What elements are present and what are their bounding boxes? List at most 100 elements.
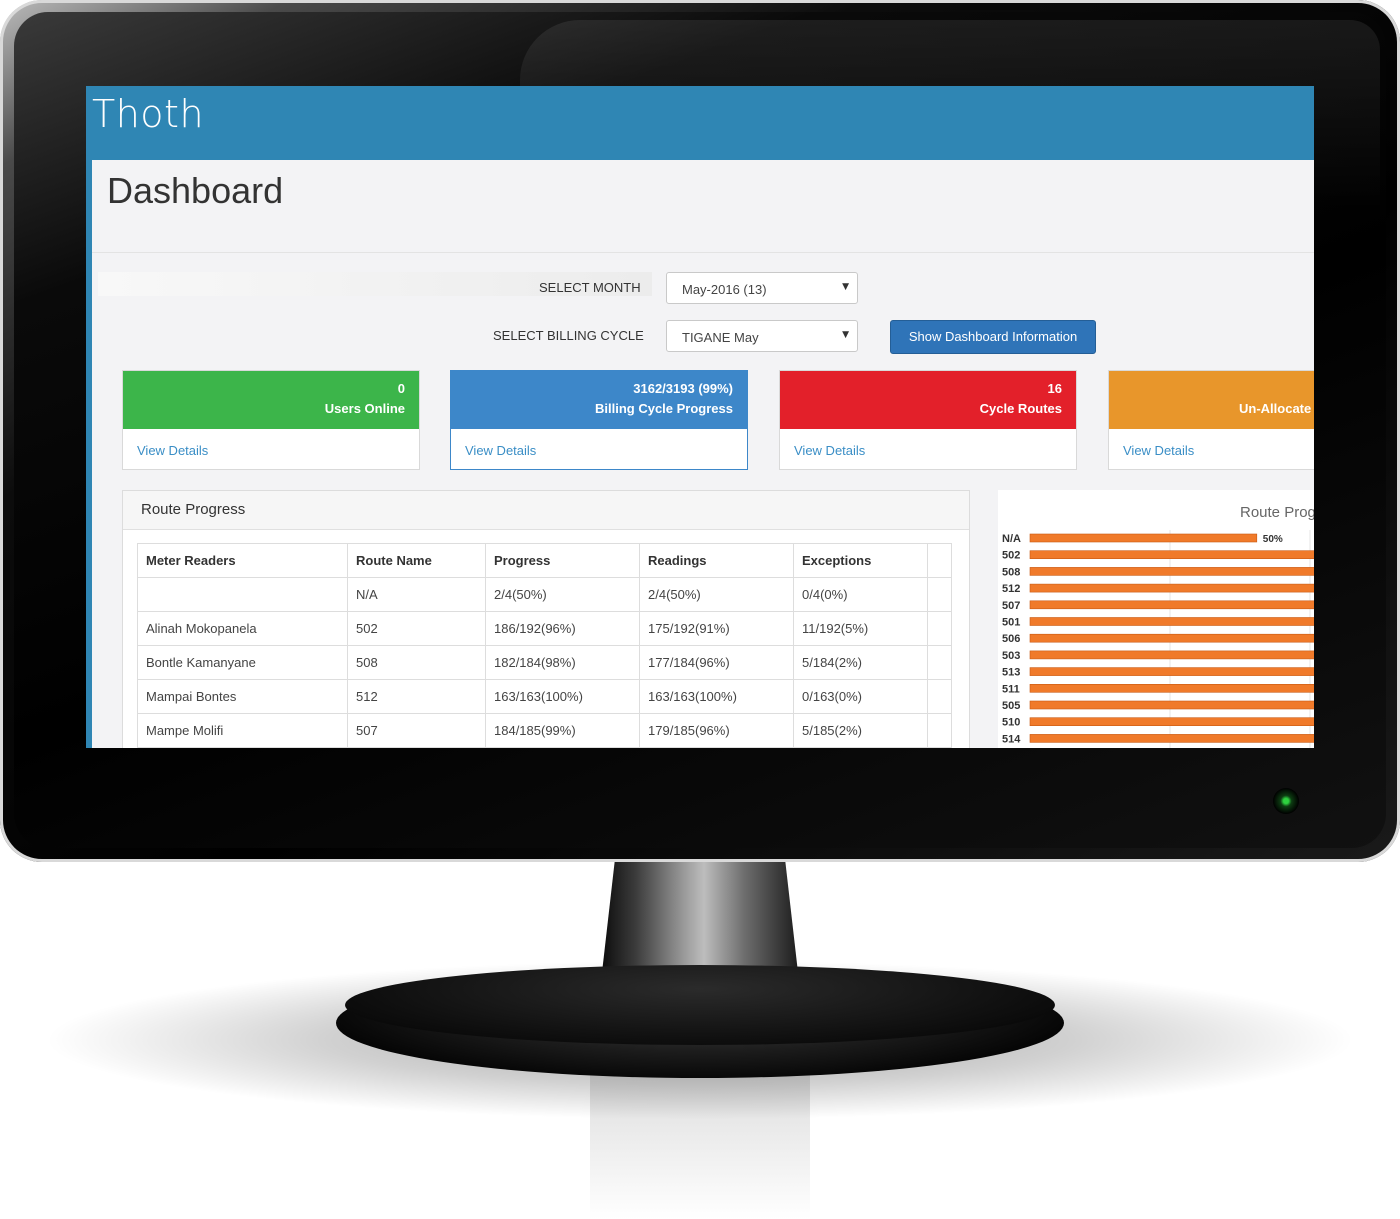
table-cell: 179/185(96%)	[639, 713, 794, 748]
chart-bar[interactable]	[1029, 717, 1314, 726]
scroll-gutter	[927, 611, 952, 646]
chart-category-label: 512	[1002, 583, 1020, 595]
table-cell: 182/184(98%)	[485, 645, 640, 680]
chart-title: Route Prog	[1240, 504, 1314, 521]
month-label-strip	[98, 272, 652, 296]
month-select[interactable]: May-2016 (13) ▼	[666, 272, 858, 304]
table-cell: N/A	[347, 577, 486, 612]
table-row[interactable]: Alinah Mokopanela 502 186/192(96%) 175/1…	[137, 611, 952, 646]
table-cell: 502	[347, 611, 486, 646]
table-cell: 5/184(2%)	[793, 645, 928, 680]
chart-category-label: 507	[1002, 600, 1020, 612]
scroll-gutter	[927, 577, 952, 612]
table-cell: 11/192(5%)	[793, 611, 928, 646]
card-header: 0 Users Online	[123, 371, 419, 429]
chart-bar[interactable]	[1029, 650, 1314, 660]
column-header[interactable]: Meter Readers	[137, 543, 348, 578]
table-row[interactable]: N/A 2/4(50%) 2/4(50%) 0/4(0%)	[137, 577, 952, 612]
chart-bar[interactable]	[1029, 567, 1314, 576]
title-divider	[92, 252, 1314, 253]
chart-bar[interactable]	[1029, 700, 1314, 710]
chart-category-label: N/A	[1002, 533, 1021, 545]
select-billing-cycle-label: SELECT BILLING CYCLE	[493, 328, 644, 343]
card-label: Billing Cycle Progress	[595, 401, 733, 416]
chart-category-label: 511	[1002, 683, 1020, 695]
table-cell: 508	[347, 645, 486, 680]
chart-bar[interactable]	[1029, 533, 1258, 543]
chart-category-label: 501	[1002, 617, 1020, 629]
view-details-link[interactable]: View Details	[794, 443, 866, 458]
card-value: 16	[1047, 381, 1062, 396]
view-details-link[interactable]: View Details	[465, 443, 537, 458]
billing-cycle-progress-card: 3162/3193 (99%) Billing Cycle Progress V…	[450, 370, 748, 470]
un-allocated-card: Un-Allocate View Details	[1108, 370, 1314, 470]
view-details-link[interactable]: View Details	[1123, 443, 1195, 458]
left-rail	[86, 160, 92, 748]
route-progress-panel: Route Progress Meter Readers Route Name …	[122, 490, 970, 748]
scroll-gutter	[927, 713, 952, 748]
chart-bar[interactable]	[1029, 600, 1314, 610]
scroll-gutter	[927, 645, 952, 680]
table-cell: 512	[347, 679, 486, 714]
chart-category-label: 508	[1002, 566, 1020, 578]
view-details-link[interactable]: View Details	[137, 443, 209, 458]
screen: Thoth Dashboard SELECT MONTH May-2016 (1…	[86, 86, 1314, 748]
app-title[interactable]: Thoth	[92, 92, 205, 136]
scroll-gutter	[927, 543, 952, 578]
chart-data-label: 50%	[1263, 534, 1283, 545]
select-month-label: SELECT MONTH	[539, 280, 641, 295]
month-select-value: May-2016 (13)	[682, 282, 767, 297]
table-cell: 177/184(96%)	[639, 645, 794, 680]
card-label: Cycle Routes	[979, 401, 1062, 416]
table-row[interactable]: Mampe Molifi 507 184/185(99%) 179/185(96…	[137, 713, 952, 748]
scroll-gutter	[927, 679, 952, 714]
route-progress-chart-panel: Route Prog N/A 50% 502 508 512 507 501 506 503 51…	[998, 490, 1314, 748]
table-cell: 2/4(50%)	[639, 577, 794, 612]
table-cell: Mampe Molifi	[137, 713, 348, 748]
card-header: 16 Cycle Routes	[780, 371, 1076, 429]
chart-bar[interactable]	[1029, 684, 1314, 693]
table-cell: 0/163(0%)	[793, 679, 928, 714]
chart-bar[interactable]	[1029, 550, 1314, 560]
panel-title: Route Progress	[141, 501, 246, 518]
billing-cycle-select[interactable]: TIGANE May ▼	[666, 320, 858, 352]
table-cell: 5/185(2%)	[793, 713, 928, 748]
show-dashboard-button[interactable]: Show Dashboard Information	[890, 320, 1096, 354]
cycle-routes-card: 16 Cycle Routes View Details	[779, 370, 1077, 470]
card-header: Un-Allocate	[1109, 371, 1314, 429]
chart-category-label: 510	[1002, 717, 1020, 729]
route-progress-chart: N/A 50% 502 508 512 507 501 506 503 513 511 505 510 5…	[1002, 530, 1314, 748]
chevron-down-icon: ▼	[842, 282, 849, 292]
card-value: 3162/3193 (99%)	[633, 381, 733, 396]
chart-bar[interactable]	[1029, 583, 1314, 593]
table-header-row: Meter Readers Route Name Progress Readin…	[137, 543, 952, 578]
chart-bar[interactable]	[1029, 734, 1314, 743]
table-cell: Mampai Bontes	[137, 679, 348, 714]
chart-category-label: 506	[1002, 633, 1020, 645]
chart-category-label: 514	[1002, 733, 1021, 745]
table-cell: 0/4(0%)	[793, 577, 928, 612]
panel-heading: Route Progress	[123, 491, 969, 530]
chevron-down-icon: ▼	[842, 330, 849, 340]
table-cell: 175/192(91%)	[639, 611, 794, 646]
table-cell: Bontle Kamanyane	[137, 645, 348, 680]
users-online-card: 0 Users Online View Details	[122, 370, 420, 470]
chart-bar[interactable]	[1029, 633, 1314, 643]
column-header[interactable]: Progress	[485, 543, 640, 578]
table-row[interactable]: Bontle Kamanyane 508 182/184(98%) 177/18…	[137, 645, 952, 680]
card-header: 3162/3193 (99%) Billing Cycle Progress	[451, 371, 747, 429]
app-header: Thoth	[86, 86, 1314, 160]
column-header[interactable]: Route Name	[347, 543, 486, 578]
table-cell: 184/185(99%)	[485, 713, 640, 748]
chart-bar[interactable]	[1029, 667, 1314, 676]
chart-category-label: 502	[1002, 550, 1020, 562]
chart-bar[interactable]	[1029, 617, 1314, 626]
table-cell: 2/4(50%)	[485, 577, 640, 612]
column-header[interactable]: Readings	[639, 543, 794, 578]
table-row[interactable]: Mampai Bontes 512 163/163(100%) 163/163(…	[137, 679, 952, 714]
card-label: Users Online	[324, 401, 405, 416]
table-cell: 507	[347, 713, 486, 748]
column-header[interactable]: Exceptions	[793, 543, 928, 578]
card-value: 0	[397, 381, 405, 396]
chart-category-label: 505	[1002, 700, 1020, 712]
